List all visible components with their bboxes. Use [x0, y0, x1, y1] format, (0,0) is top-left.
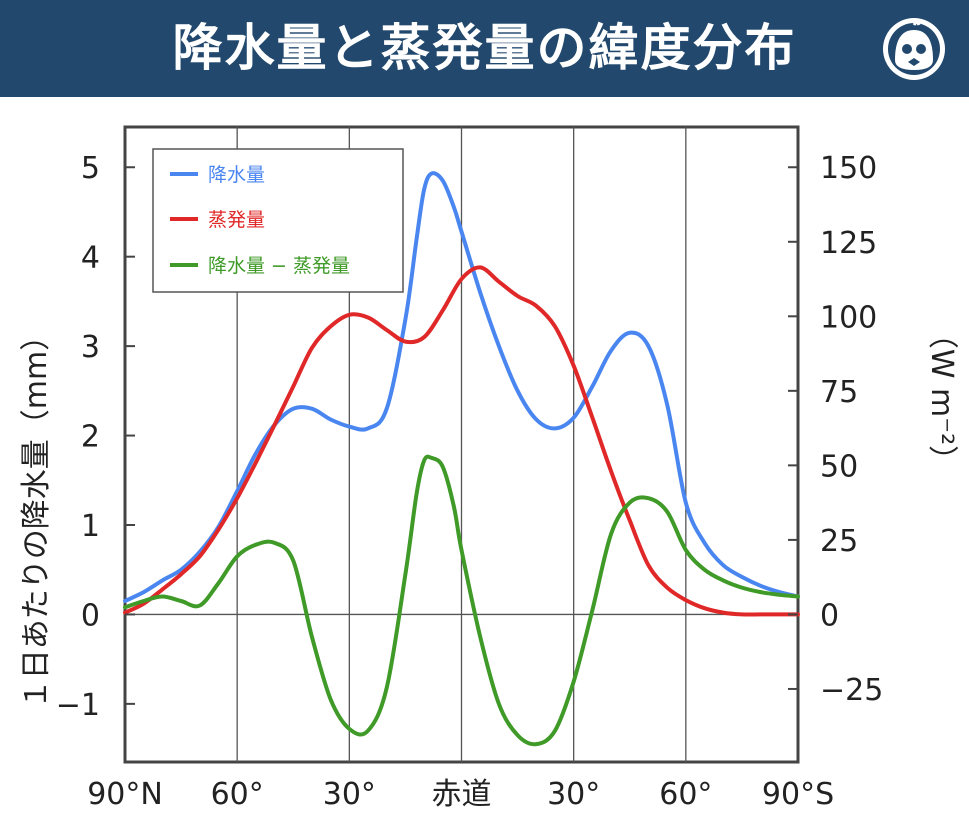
x-tick-label: 30°	[547, 777, 600, 812]
y-tick-label: 4	[81, 241, 100, 276]
y-axis-label: １日あたりの降水量（mm）	[19, 321, 54, 709]
x-tick-label: 30°	[323, 777, 376, 812]
legend: 降水量 蒸発量 降水量 − 蒸発量	[152, 148, 404, 293]
x-tick-label: 赤道	[432, 777, 492, 812]
legend-label-difference: 降水量 − 蒸発量	[208, 255, 350, 277]
header-bar	[0, 0, 969, 97]
y2-tick-label: 125	[820, 226, 877, 261]
mascot-logo-icon	[881, 16, 947, 82]
y-tick-label: 2	[81, 420, 100, 455]
x-tick-label: 90°S	[762, 777, 834, 812]
x-tick-label: 60°	[211, 777, 264, 812]
x-tick-label: 90°N	[87, 777, 163, 812]
legend-label-precipitation: 降水量	[208, 164, 265, 186]
y2-tick-label: 0	[820, 598, 839, 633]
y2-tick-label: 150	[820, 151, 877, 186]
series-lines	[123, 171, 800, 747]
y-tick-label: 0	[81, 598, 100, 633]
y2-axis-label: （W m⁻²）	[924, 319, 959, 475]
y2-tick-label: 25	[820, 524, 858, 559]
y2-tick-label: 75	[820, 375, 858, 410]
series-line-difference	[123, 454, 800, 747]
x-tick-label: 60°	[659, 777, 712, 812]
latitude-distribution-chart: 90°N 60° 30° 赤道 30° 60° 90°S −1 0 1 2 3 4 5 −25 0 25 50 75…	[19, 125, 959, 812]
y2-tick-label: 100	[820, 300, 877, 335]
y-tick-label: −1	[56, 688, 100, 723]
series-line-precipitation	[123, 171, 800, 603]
axis-ticks: 90°N 60° 30° 赤道 30° 60° 90°S −1 0 1 2 3 4 5 −25 0 25 50 75…	[56, 151, 884, 812]
y2-tick-label: 50	[820, 449, 858, 484]
series-line-evaporation	[123, 265, 800, 617]
y2-tick-label: −25	[820, 673, 883, 708]
y-tick-label: 1	[81, 509, 100, 544]
y-tick-label: 3	[81, 330, 100, 365]
y-tick-label: 5	[81, 151, 100, 186]
legend-label-evaporation: 蒸発量	[208, 209, 265, 231]
page-title: 降水量と蒸発量の緯度分布	[172, 19, 797, 77]
